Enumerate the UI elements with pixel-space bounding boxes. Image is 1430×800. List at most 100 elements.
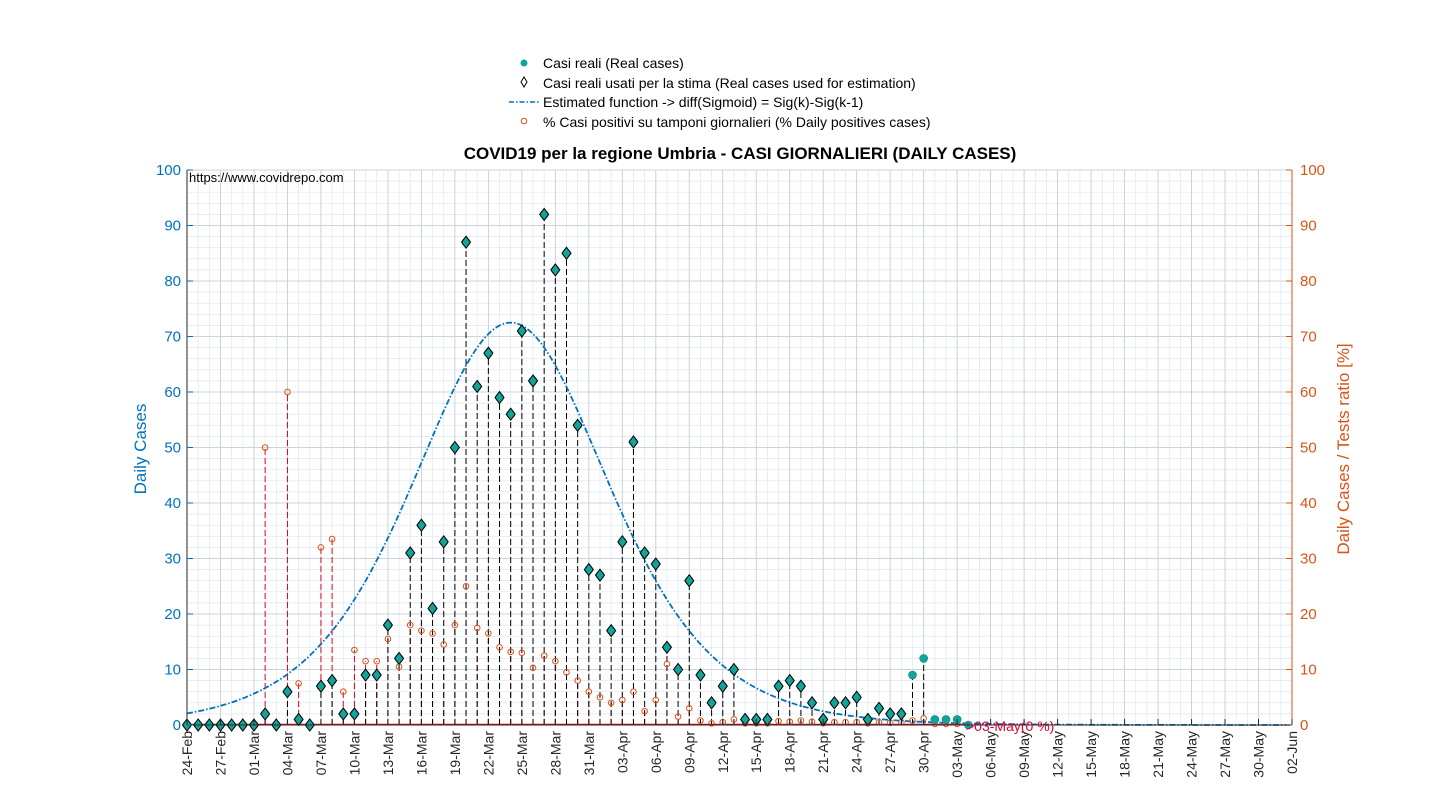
x-tick-label: 06-May xyxy=(983,731,999,778)
y-tick-label-left: 100 xyxy=(156,162,181,179)
x-tick-label: 07-Mar xyxy=(313,731,329,776)
used-case-point xyxy=(315,679,327,693)
legend-label-estimated: Estimated function -> diff(Sigmoid) = Si… xyxy=(543,94,863,110)
ratio-point xyxy=(596,693,604,701)
y-tick-label-right: 30 xyxy=(1300,551,1317,568)
x-tick-label: 30-Apr xyxy=(916,731,932,773)
x-tick-label: 27-Feb xyxy=(212,731,228,776)
ratio-point xyxy=(406,621,414,629)
estimated-curve xyxy=(186,321,1292,726)
x-tick-label: 28-Mar xyxy=(547,731,563,776)
x-tick-label: 24-Apr xyxy=(849,731,865,773)
ratio-point xyxy=(473,624,481,632)
used-case-point xyxy=(829,695,840,710)
legend: Casi reali (Real cases) Casi reali usati… xyxy=(509,55,930,130)
x-tick-label: 24-Feb xyxy=(179,731,195,776)
used-case-point xyxy=(282,684,293,699)
used-case-point xyxy=(326,673,338,688)
x-tick-label: 09-Apr xyxy=(681,731,697,773)
y-axis-label-right: Daily Cases / Tests ratio [%] xyxy=(1334,343,1353,554)
ratio-point xyxy=(563,668,570,676)
used-case-point xyxy=(684,573,695,588)
end-note: >03-May(0 %) xyxy=(966,718,1054,734)
y-tick-label-right: 60 xyxy=(1300,384,1317,401)
x-tick-label: 18-May xyxy=(1117,731,1133,778)
x-tick-label: 13-Mar xyxy=(380,731,396,776)
y-tick-label-left: 90 xyxy=(164,218,181,235)
ratio-point xyxy=(663,660,671,668)
x-tick-label: 06-Apr xyxy=(648,731,664,773)
ratio-point xyxy=(317,544,325,551)
x-tick-label: 09-May xyxy=(1016,731,1032,778)
used-case-point xyxy=(527,374,539,388)
y-tick-label-right: 70 xyxy=(1300,329,1317,346)
ratio-point xyxy=(384,635,392,643)
chart-title: COVID19 per la regione Umbria - CASI GIO… xyxy=(464,144,1017,163)
x-tick-label: 12-Apr xyxy=(715,731,731,773)
used-case-point xyxy=(806,695,818,710)
legend-marker-used-cases xyxy=(520,76,528,88)
legend-marker-real-cases xyxy=(520,59,528,67)
used-case-point xyxy=(360,668,371,682)
y-tick-label-right: 80 xyxy=(1300,273,1317,290)
ratio-point xyxy=(652,696,660,704)
ratio-point xyxy=(518,649,526,657)
used-case-point xyxy=(561,246,572,261)
ratio-point xyxy=(574,677,581,684)
x-tick-label: 19-Mar xyxy=(447,731,463,776)
used-case-point xyxy=(539,207,550,222)
ratio-point xyxy=(507,648,514,656)
used-case-point xyxy=(338,707,349,721)
used-case-point xyxy=(695,668,706,682)
axes: 0 10 20 30 40 50 60 70 80 90 100 0 10 20 30 40 50 60 70 80 9… xyxy=(156,162,1325,778)
used-case-point xyxy=(494,390,505,405)
used-case-point xyxy=(795,679,807,693)
used-case-point xyxy=(873,701,885,716)
x-tick-label: 04-Mar xyxy=(279,731,295,776)
ratio-point xyxy=(362,657,369,665)
real-case-point xyxy=(919,654,928,663)
used-case-point xyxy=(594,568,606,582)
y-tick-label-right: 100 xyxy=(1300,162,1325,179)
y-tick-label-right: 50 xyxy=(1300,440,1317,457)
used-case-point xyxy=(371,668,382,682)
x-tick-label: 27-May xyxy=(1217,731,1233,778)
used-case-point xyxy=(706,695,717,710)
y-tick-label-left: 30 xyxy=(164,551,181,568)
used-case-point xyxy=(483,346,494,360)
used-case-point xyxy=(505,407,516,422)
used-case-point xyxy=(728,662,740,677)
ratio-point xyxy=(730,716,738,723)
ratio-point xyxy=(429,630,436,637)
used-case-point xyxy=(416,518,427,533)
ratio-point xyxy=(261,444,269,451)
ratio-point xyxy=(708,720,715,727)
y-tick-label-left: 50 xyxy=(164,440,181,457)
ratio-point xyxy=(540,652,548,659)
ratio-point xyxy=(485,630,492,637)
y-tick-label-right: 20 xyxy=(1300,606,1317,623)
x-tick-label: 15-May xyxy=(1083,731,1099,778)
y-tick-label-left: 70 xyxy=(164,329,181,346)
x-tick-label: 30-May xyxy=(1251,731,1267,778)
used-case-point xyxy=(405,546,416,560)
ratio-point xyxy=(775,717,782,725)
used-case-point xyxy=(773,679,784,693)
x-tick-label: 22-Mar xyxy=(480,731,496,776)
used-case-point xyxy=(672,662,684,677)
ratio-point xyxy=(630,688,637,696)
ratio-point xyxy=(462,582,470,590)
used-case-point xyxy=(427,601,438,616)
y-tick-label-right: 40 xyxy=(1300,495,1317,512)
used-case-point xyxy=(661,640,673,655)
x-tick-label: 02-Jun xyxy=(1284,731,1300,774)
x-tick-label: 21-Apr xyxy=(815,731,831,773)
used-case-point xyxy=(628,435,639,449)
used-case-point xyxy=(639,546,650,560)
ratio-point xyxy=(697,717,704,724)
y-axis-label-left: Daily Cases xyxy=(131,404,150,495)
estimated-curve-line xyxy=(186,321,1292,726)
y-tick-label-left: 0 xyxy=(173,717,181,734)
ratio-point xyxy=(808,718,816,725)
